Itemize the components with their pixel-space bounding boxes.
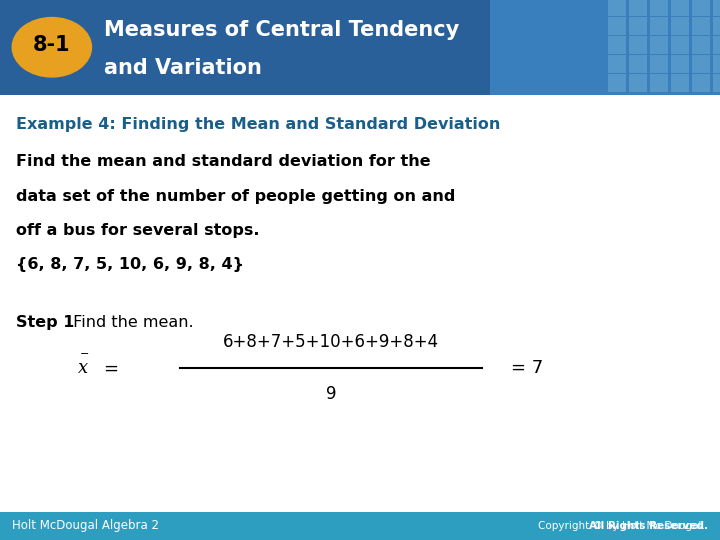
Bar bbox=[692, 55, 710, 73]
Circle shape bbox=[12, 17, 91, 77]
Text: 9: 9 bbox=[326, 385, 336, 403]
Text: data set of the number of people getting on and: data set of the number of people getting… bbox=[16, 188, 455, 204]
Bar bbox=[650, 55, 668, 73]
Bar bbox=[671, 0, 689, 16]
Bar bbox=[629, 36, 647, 54]
Bar bbox=[650, 36, 668, 54]
Bar bbox=[0, 0, 490, 94]
Text: = 7: = 7 bbox=[511, 359, 544, 377]
Text: x: x bbox=[78, 359, 88, 377]
Text: off a bus for several stops.: off a bus for several stops. bbox=[16, 222, 259, 238]
Bar bbox=[608, 17, 626, 35]
Text: =: = bbox=[103, 359, 117, 377]
Bar bbox=[671, 74, 689, 92]
Bar bbox=[692, 74, 710, 92]
Text: All Rights Reserved.: All Rights Reserved. bbox=[444, 521, 708, 531]
Bar bbox=[608, 36, 626, 54]
Bar bbox=[692, 0, 710, 16]
Text: Holt McDougal Algebra 2: Holt McDougal Algebra 2 bbox=[12, 519, 158, 532]
Bar bbox=[671, 55, 689, 73]
Bar bbox=[671, 36, 689, 54]
Bar bbox=[713, 74, 720, 92]
Text: Copyright © by Holt Mc Dougal.: Copyright © by Holt Mc Dougal. bbox=[539, 521, 708, 531]
Bar bbox=[671, 17, 689, 35]
Text: Example 4: Finding the Mean and Standard Deviation: Example 4: Finding the Mean and Standard… bbox=[16, 117, 500, 132]
Text: 6+8+7+5+10+6+9+8+4: 6+8+7+5+10+6+9+8+4 bbox=[223, 333, 439, 352]
Text: 8-1: 8-1 bbox=[33, 35, 71, 55]
Bar bbox=[629, 17, 647, 35]
Bar bbox=[608, 55, 626, 73]
Bar bbox=[629, 0, 647, 16]
Bar bbox=[629, 55, 647, 73]
Bar bbox=[692, 36, 710, 54]
Bar bbox=[0, 0, 720, 94]
Bar bbox=[713, 17, 720, 35]
Bar bbox=[650, 0, 668, 16]
Text: and Variation: and Variation bbox=[104, 58, 262, 78]
Text: Find the mean and standard deviation for the: Find the mean and standard deviation for… bbox=[16, 154, 431, 170]
Text: Find the mean.: Find the mean. bbox=[68, 315, 193, 330]
Bar bbox=[608, 0, 626, 16]
Bar bbox=[713, 0, 720, 16]
Bar bbox=[692, 17, 710, 35]
Bar bbox=[650, 74, 668, 92]
Bar bbox=[0, 512, 720, 540]
Text: Measures of Central Tendency: Measures of Central Tendency bbox=[104, 20, 459, 40]
Text: −: − bbox=[79, 349, 89, 359]
Bar bbox=[629, 74, 647, 92]
Bar bbox=[713, 55, 720, 73]
Text: {6, 8, 7, 5, 10, 6, 9, 8, 4}: {6, 8, 7, 5, 10, 6, 9, 8, 4} bbox=[16, 256, 244, 272]
Text: Step 1: Step 1 bbox=[16, 315, 74, 330]
Bar bbox=[650, 17, 668, 35]
Bar bbox=[713, 36, 720, 54]
Bar bbox=[608, 74, 626, 92]
